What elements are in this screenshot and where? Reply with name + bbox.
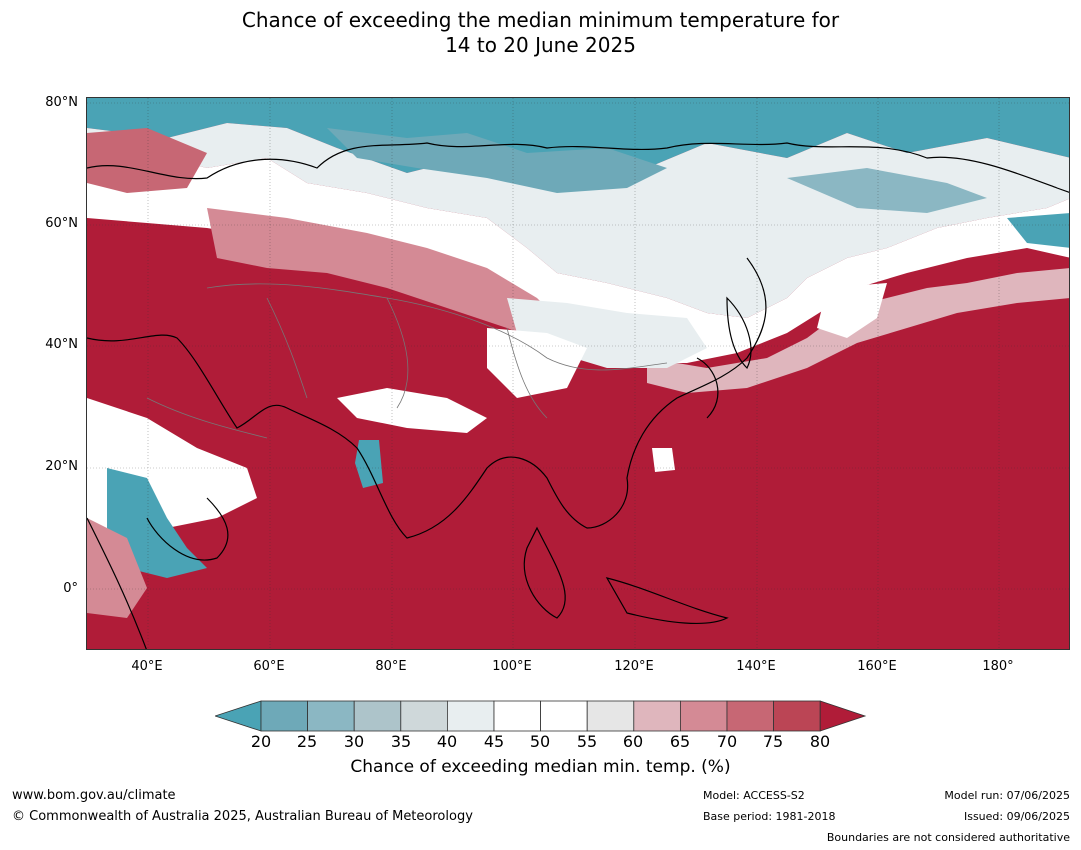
footer-base-period: Base period: 1981-2018 (703, 810, 836, 823)
colorbar-under-arrow (215, 700, 262, 732)
colorbar-bin-35-40 (400, 700, 448, 732)
lat-label-40n: 40°N (45, 337, 78, 352)
footer-disclaimer: Boundaries are not considered authoritat… (826, 831, 1070, 844)
colorbar (215, 700, 867, 732)
footer-model-run: Model run: 07/06/2025 (944, 789, 1070, 802)
colorbar-bin-20-25 (260, 700, 308, 732)
colorbar-tick-75: 75 (762, 732, 784, 751)
lat-label-80n: 80°N (45, 95, 78, 110)
africa-pink-fringe (87, 518, 147, 618)
title-line-1: Chance of exceeding the median minimum t… (241, 8, 840, 32)
colorbar-tick-30: 30 (343, 732, 365, 751)
lon-label-160e: 160°E (857, 659, 897, 674)
colorbar-tick-25: 25 (296, 732, 318, 751)
colorbar-bin-70-75 (726, 700, 774, 732)
colorbar-tick-55: 55 (576, 732, 598, 751)
lat-label-0: 0° (63, 581, 78, 596)
colorbar-bin-45-50 (493, 700, 541, 732)
colorbar-bin-25-30 (307, 700, 355, 732)
lon-label-40e: 40°E (131, 659, 163, 674)
footer-copyright: © Commonwealth of Australia 2025, Austra… (12, 809, 473, 824)
footer-issued: Issued: 09/06/2025 (963, 810, 1070, 823)
colorbar-over-arrow (819, 700, 867, 732)
graticule (87, 98, 1069, 649)
colorbar-bin-50-55 (540, 700, 588, 732)
colorbar-tick-20: 20 (250, 732, 272, 751)
footer-model: Model: ACCESS-S2 (703, 789, 805, 802)
colorbar-tick-35: 35 (390, 732, 412, 751)
lon-label-80e: 80°E (375, 659, 407, 674)
lat-label-20n: 20°N (45, 459, 78, 474)
lon-label-60e: 60°E (253, 659, 285, 674)
footer-url[interactable]: www.bom.gov.au/climate (12, 788, 176, 803)
title-line-2: 14 to 20 June 2025 (445, 33, 636, 57)
lat-label-60n: 60°N (45, 216, 78, 231)
colorbar-bin-65-70 (679, 700, 728, 732)
teal-spot-sea (652, 448, 675, 472)
white-patch-pacific (817, 283, 887, 338)
lon-label-180: 180° (982, 659, 1014, 674)
teal-patch-east (787, 168, 987, 213)
map-canvas (87, 98, 1069, 649)
colorbar-tick-80: 80 (809, 732, 831, 751)
siberia-white-band (87, 153, 1069, 363)
map-title: Chance of exceeding the median minimum t… (0, 8, 1081, 58)
colorbar-bin-60-65 (633, 700, 681, 732)
lon-label-100e: 100°E (492, 659, 532, 674)
colorbar-bin-75-80 (773, 700, 821, 732)
coastlines (87, 142, 1069, 649)
tibet-white-patches (337, 388, 487, 433)
colorbar-bin-30-35 (353, 700, 402, 732)
colorbar-tick-40: 40 (436, 732, 458, 751)
lon-label-140e: 140°E (736, 659, 776, 674)
pink-band-central-asia (207, 208, 567, 348)
probability-map (86, 97, 1070, 650)
country-borders (146, 283, 668, 439)
colorbar-tick-50: 50 (529, 732, 551, 751)
colorbar-tick-70: 70 (716, 732, 738, 751)
arctic-teal-region (87, 98, 1069, 178)
colorbar-bin-40-45 (446, 700, 495, 732)
colorbar-tick-45: 45 (483, 732, 505, 751)
colorbar-label: Chance of exceeding median min. temp. (%… (350, 757, 731, 777)
siberia-light-grey (87, 123, 1069, 318)
colorbar-tick-60: 60 (622, 732, 644, 751)
colorbar-tick-65: 65 (669, 732, 691, 751)
lon-label-120e: 120°E (614, 659, 654, 674)
teal-patch-kamchatka (1007, 213, 1069, 248)
colorbar-bin-55-60 (586, 700, 635, 732)
india-teal-spot (355, 440, 383, 488)
